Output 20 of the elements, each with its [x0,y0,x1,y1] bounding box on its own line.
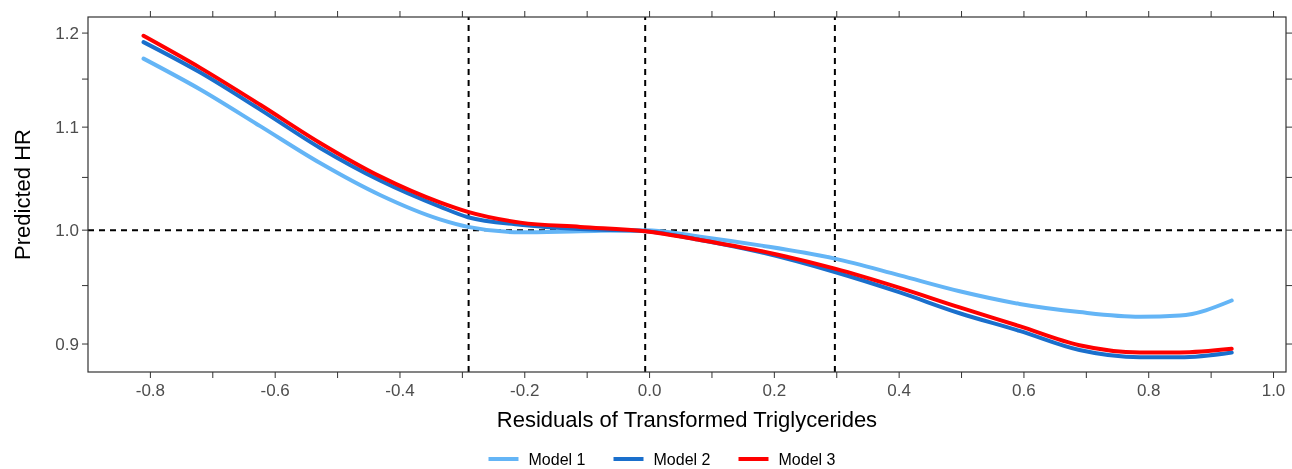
x-tick-label: 0.6 [1012,381,1036,400]
x-axis-title: Residuals of Transformed Triglycerides [496,407,878,432]
y-tick-label: 1.0 [55,221,79,241]
y-tick-label: 0.9 [55,334,79,354]
legend-label: Model 2 [653,450,711,468]
legend-label: Model 1 [528,450,586,468]
x-tick-label: 1.0 [1261,381,1286,400]
x-tick-label: 0.4 [887,381,911,400]
x-tick-label: -0.6 [260,381,290,400]
x-tick-label: 0.2 [762,381,787,400]
x-tick-label: -0.4 [385,381,415,400]
x-tick-label: 0.0 [637,381,662,400]
y-axis-title: Predicted HR [10,129,35,260]
legend-label: Model 3 [778,450,836,468]
line-series [141,56,1234,319]
x-tick-label: 0.8 [1136,381,1161,400]
x-tick-label: -0.2 [510,381,540,400]
y-tick-label: 1.2 [55,24,79,44]
x-tick-label: -0.8 [135,381,166,400]
y-tick-label: 1.1 [55,118,79,138]
